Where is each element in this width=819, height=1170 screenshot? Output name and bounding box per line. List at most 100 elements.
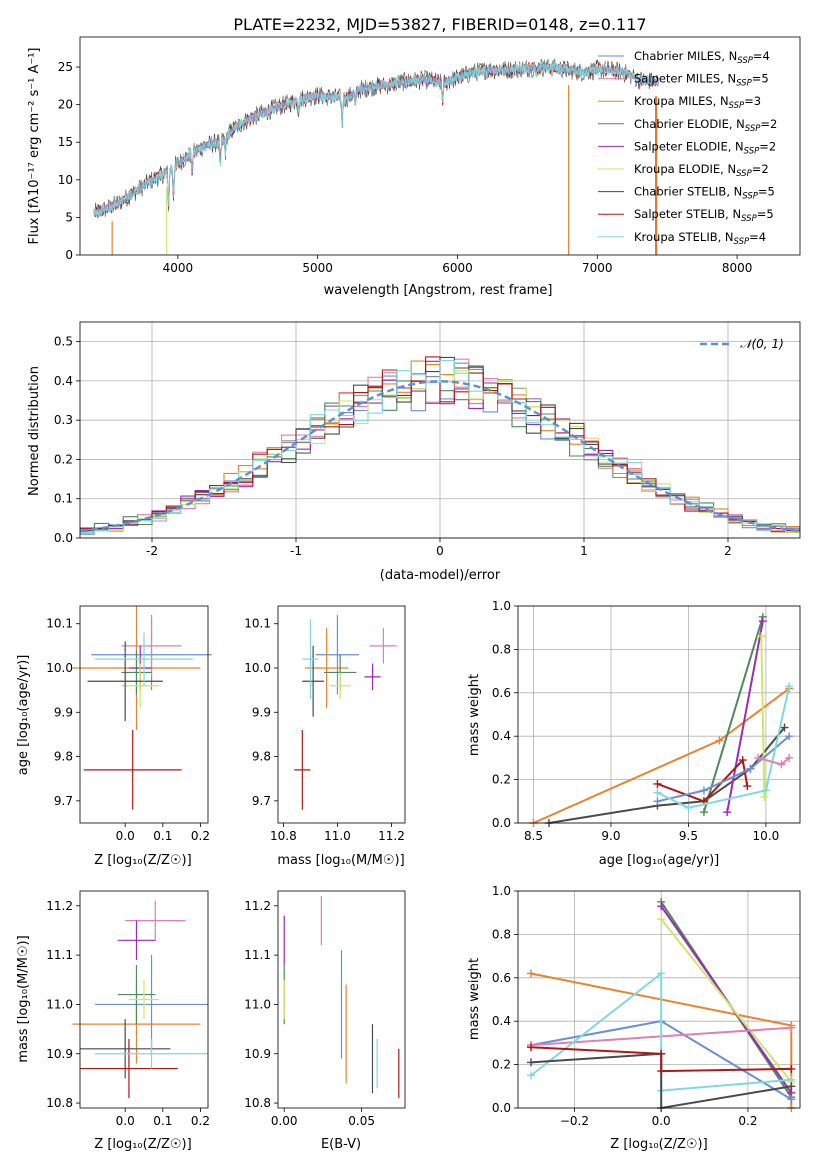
x-tick-label: 0 xyxy=(436,544,444,558)
x-tick-label: 9.0 xyxy=(601,829,620,843)
axes-frame xyxy=(79,321,801,539)
weight-marker xyxy=(787,1023,796,1032)
y-tick-label: 11.2 xyxy=(46,899,73,913)
weight-marker xyxy=(785,732,794,741)
y-tick-label: 5 xyxy=(65,210,73,224)
weight-marker xyxy=(527,1043,536,1052)
x-tick-label: 11.2 xyxy=(378,829,405,843)
legend-entry: Chabrier STELIB, NSSP=5 xyxy=(634,185,775,202)
y-tick-label: 0.4 xyxy=(492,1014,511,1028)
mass-vs-metallicity-panel: Z [log₁₀(Z/Z☉)] mass [log₁₀(M/M☉)] 0.0 0.… xyxy=(16,890,210,1152)
gaussian-curve xyxy=(79,380,801,533)
weight-marker xyxy=(777,760,786,769)
weight-marker xyxy=(657,1067,666,1076)
weight-marker xyxy=(785,682,794,691)
axes-frame xyxy=(517,605,801,824)
x-tick-label: 5000 xyxy=(302,261,333,275)
weight-vs-metallicity-panel: Z [log₁₀(Z/Z☉)] mass weight −0.2 0.0 0.2 0.… xyxy=(467,884,801,1152)
wAge-ylabel: mass weight xyxy=(467,674,482,756)
legend-entry: Salpeter ELODIE, NSSP=2 xyxy=(634,139,776,156)
x-tick-label: 4000 xyxy=(163,261,194,275)
weight-line xyxy=(726,621,764,813)
massZ-ylabel: mass [log₁₀(M/M☉)] xyxy=(16,935,31,1062)
axes-frame xyxy=(277,605,406,824)
residual-histogram-panel: (data-model)/error Normed distribution -… xyxy=(27,321,801,583)
weight-marker xyxy=(743,782,752,791)
x-tick-label: 6000 xyxy=(442,261,473,275)
histogram-step xyxy=(80,359,800,535)
x-tick-label: 2 xyxy=(724,544,732,558)
y-tick-label: 0.3 xyxy=(54,413,73,427)
axes-frame xyxy=(517,890,801,1109)
ageZ-xlabel: Z [log₁₀(Z/Z☉)] xyxy=(94,853,191,868)
weight-line xyxy=(533,687,790,824)
legend-entry: Chabrier ELODIE, NSSP=2 xyxy=(634,117,777,134)
weight-line xyxy=(660,918,793,1083)
y-tick-label: 10.8 xyxy=(244,1096,271,1110)
x-tick-label: 0.00 xyxy=(271,1114,298,1128)
weight-line xyxy=(530,1046,792,1073)
y-tick-label: 11.0 xyxy=(46,997,73,1011)
y-tick-label: 0.0 xyxy=(492,816,511,830)
weight-marker xyxy=(738,756,747,765)
axes-frame xyxy=(277,890,406,1109)
massE-xlabel: E(B-V) xyxy=(321,1137,361,1152)
x-tick-label: -2 xyxy=(146,544,158,558)
y-tick-label: 10.0 xyxy=(46,661,73,675)
weight-marker xyxy=(746,764,755,773)
ageM-xlabel: mass [log₁₀(M/M☉)] xyxy=(277,853,404,868)
y-tick-label: 25 xyxy=(58,60,73,74)
y-tick-label: 0.6 xyxy=(492,971,511,985)
y-tick-label: 10.8 xyxy=(46,1096,73,1110)
y-tick-label: 0.2 xyxy=(492,773,511,787)
weight-marker xyxy=(699,808,708,817)
weight-marker xyxy=(657,902,666,911)
weight-marker xyxy=(787,1064,796,1073)
y-tick-label: 11.1 xyxy=(46,948,73,962)
weight-marker xyxy=(653,788,662,797)
x-tick-label: 1 xyxy=(580,544,588,558)
weight-marker xyxy=(787,1095,796,1104)
weight-marker xyxy=(787,1082,796,1091)
y-tick-label: 0.0 xyxy=(54,531,73,545)
y-tick-label: 0.5 xyxy=(54,335,73,349)
wZ-xlabel: Z [log₁₀(Z/Z☉)] xyxy=(610,1137,707,1152)
weight-marker xyxy=(657,969,666,978)
legend-entry: Salpeter MILES, NSSP=5 xyxy=(634,72,769,89)
y-tick-label: 0.0 xyxy=(492,1101,511,1115)
legend-entry: Salpeter STELIB, NSSP=5 xyxy=(634,207,774,224)
weight-marker xyxy=(757,632,766,641)
weight-marker xyxy=(527,1058,536,1067)
x-tick-label: 0.1 xyxy=(153,1114,172,1128)
y-tick-label: 10.0 xyxy=(244,661,271,675)
y-tick-label: 20 xyxy=(58,98,73,112)
x-tick-label: 10.8 xyxy=(270,829,297,843)
residuals-xlabel: (data-model)/error xyxy=(380,568,501,583)
y-tick-label: 1.0 xyxy=(492,884,511,898)
y-tick-label: 15 xyxy=(58,135,73,149)
spectrum-xlabel: wavelength [Angstrom, rest frame] xyxy=(324,283,553,298)
y-tick-label: 10.9 xyxy=(46,1047,73,1061)
wZ-ylabel: mass weight xyxy=(467,958,482,1040)
wAge-xlabel: age [log₁₀(age/yr)] xyxy=(599,853,720,868)
x-tick-label: 11.0 xyxy=(324,829,351,843)
weight-marker xyxy=(527,969,536,978)
legend-gaussian-label: 𝒩(0, 1) xyxy=(740,337,784,351)
y-tick-label: 0 xyxy=(65,248,73,262)
weight-line xyxy=(530,971,792,1092)
age-vs-metallicity-panel: Z [log₁₀(Z/Z☉)] age [log₁₀(age/yr)] 0.0 0… xyxy=(16,605,212,868)
y-tick-label: 10.1 xyxy=(244,617,271,631)
spectrum-ylabel: Flux [fλ10⁻¹⁷ erg cm⁻² s⁻¹ A⁻¹] xyxy=(27,48,42,245)
weight-marker xyxy=(754,753,763,762)
x-tick-label: 0.05 xyxy=(348,1114,375,1128)
weight-marker xyxy=(785,753,794,762)
weight-line xyxy=(702,616,764,813)
massZ-xlabel: Z [log₁₀(Z/Z☉)] xyxy=(94,1137,191,1152)
y-tick-label: 9.8 xyxy=(252,750,271,764)
weight-marker xyxy=(761,786,770,795)
weight-marker xyxy=(780,723,789,732)
figure-title: PLATE=2232, MJD=53827, FIBERID=0148, z=0… xyxy=(233,15,646,34)
x-tick-label: 7000 xyxy=(582,261,613,275)
weight-marker xyxy=(715,736,724,745)
